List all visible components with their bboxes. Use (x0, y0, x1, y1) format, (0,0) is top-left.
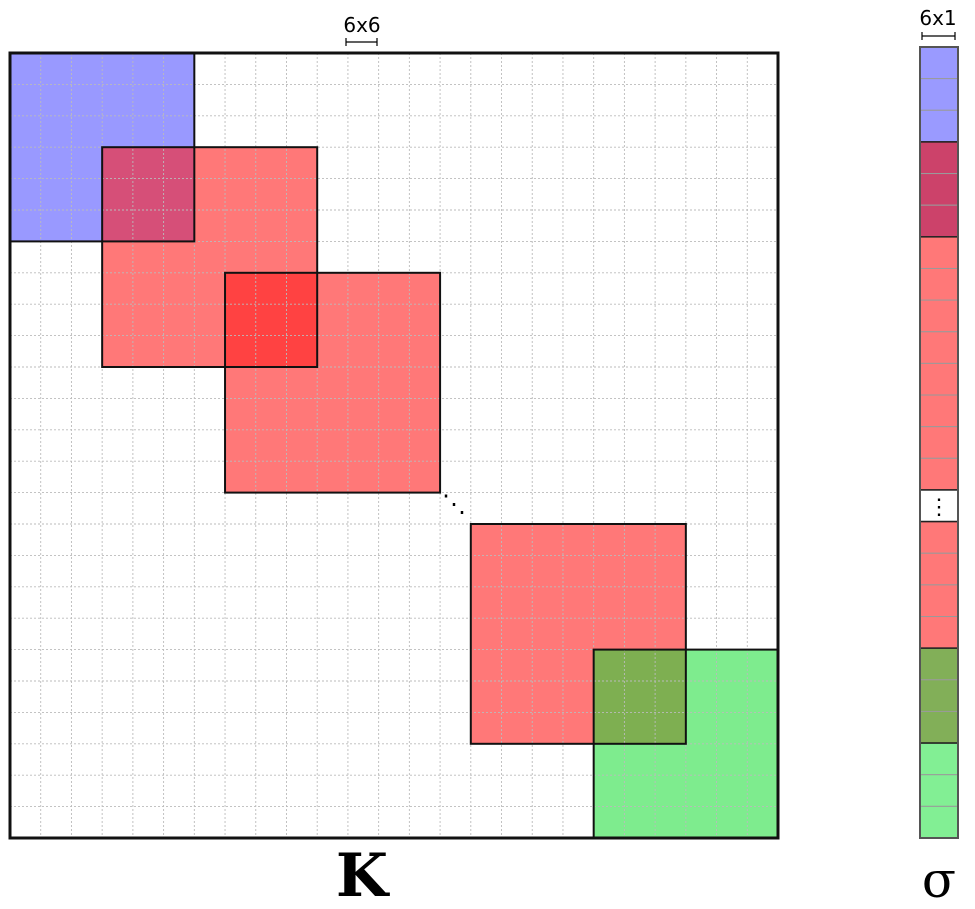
matrix-scale-label: 6x6 (343, 13, 380, 37)
matrix-symbol: K (336, 841, 390, 909)
vector-scale-indicator: 6x1 (919, 6, 957, 40)
vector-cell (919, 331, 959, 364)
vector-cell (919, 173, 959, 206)
vector-cell (919, 552, 959, 586)
vector-ellipsis: ⋮ (928, 495, 950, 520)
vector-cell (919, 584, 959, 618)
vector-cell (919, 236, 959, 269)
vector-cell (919, 805, 959, 839)
vector-cell (919, 647, 959, 681)
vector-cell (919, 521, 959, 554)
vector-cell (919, 267, 959, 301)
vector-cell (919, 426, 959, 459)
vector-symbol: σ (922, 851, 956, 909)
block-red-2-fill (225, 272, 441, 493)
vector-cell (919, 109, 959, 143)
vector-cell (919, 679, 959, 712)
matrix-k (8, 51, 780, 840)
vector-cell (919, 299, 959, 333)
vector-cell (919, 457, 959, 491)
matrix-diagonal-ellipsis: ⋱ (442, 490, 466, 518)
block-red-1-outline (101, 146, 319, 368)
vector-cell (919, 774, 959, 807)
block-red-n-outline (469, 523, 687, 745)
matrix-scale-indicator: 6x6 (343, 13, 381, 46)
vector-cell (919, 46, 959, 80)
vector-cell (919, 742, 959, 776)
vector-cell (919, 78, 959, 111)
vector-cell (919, 616, 959, 649)
vector-scale-label: 6x1 (919, 6, 956, 30)
vector-cell (919, 394, 959, 428)
block-red-2-outline (224, 271, 442, 494)
vector-border (919, 46, 959, 839)
vector-cell (919, 710, 959, 744)
vector-sigma: ⋮ (919, 46, 959, 839)
vector-cell (919, 489, 959, 523)
vector-cell (919, 204, 959, 238)
vector-cell (919, 141, 959, 175)
matrix-border (8, 51, 780, 840)
vector-cell (919, 362, 959, 396)
